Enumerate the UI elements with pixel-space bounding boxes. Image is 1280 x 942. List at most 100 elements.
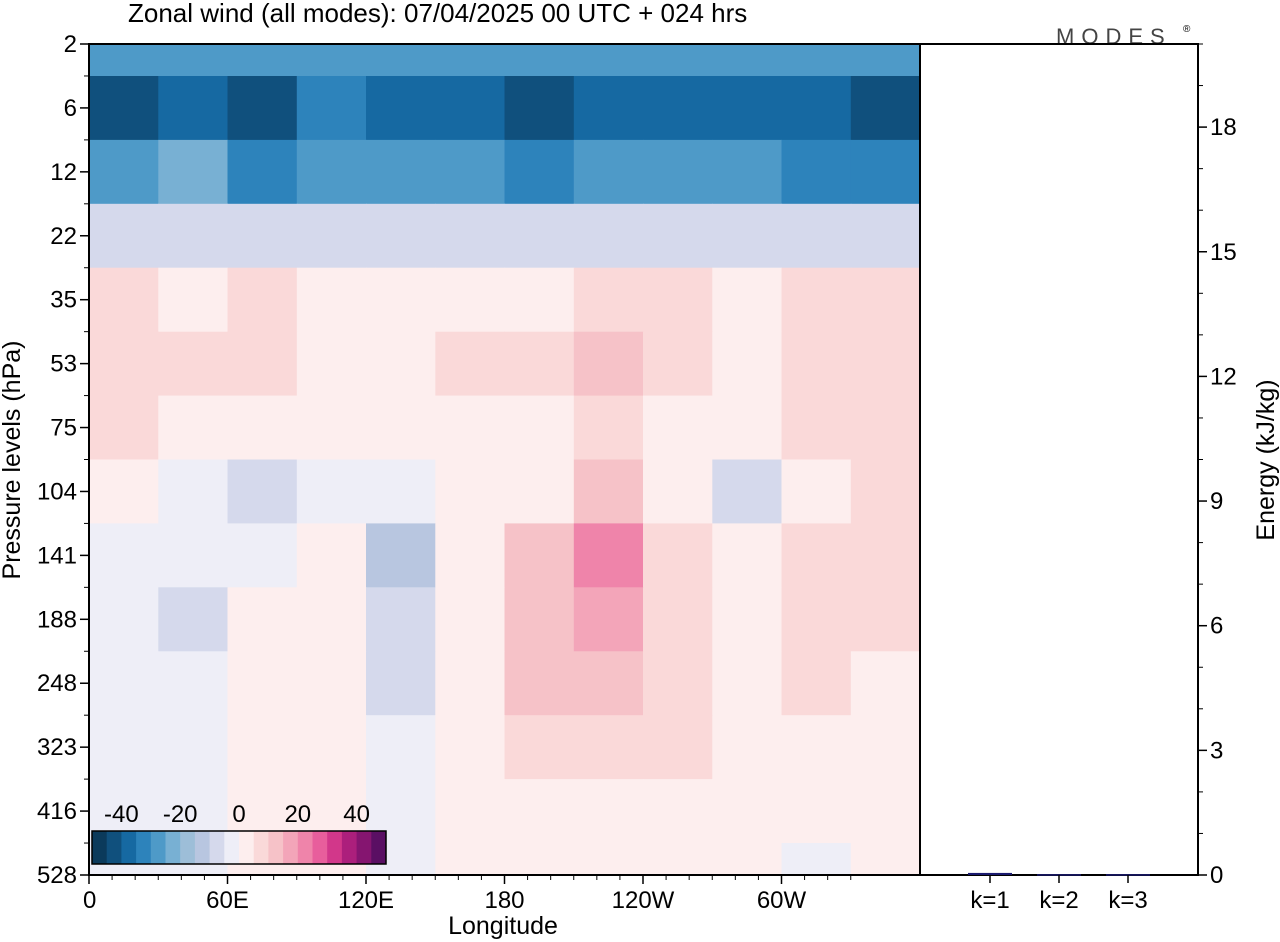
heatmap-cell: [296, 139, 367, 205]
heatmap-cell: [573, 203, 644, 269]
heatmap-cell: [643, 779, 713, 844]
heatmap-cell: [504, 203, 575, 269]
y-tick-label: 141: [37, 542, 77, 569]
heatmap-cell: [296, 715, 367, 780]
heatmap-cell: [712, 44, 783, 77]
heatmap-cell: [89, 715, 159, 780]
heatmap-cell: [850, 44, 921, 77]
heatmap-cell: [712, 203, 783, 269]
energy-tick-label: 9: [1210, 488, 1223, 515]
heatmap-cell: [435, 459, 506, 524]
heatmap-cell: [643, 44, 713, 77]
heatmap-cell: [781, 587, 852, 652]
heatmap-cell: [89, 651, 159, 716]
energy-bar: [1106, 874, 1150, 876]
y-tick-label: 53: [50, 351, 77, 378]
heatmap-cell: [504, 44, 575, 77]
heatmap-cell: [158, 203, 229, 269]
heatmap-cell: [781, 715, 852, 780]
colorbar-swatch: [356, 831, 372, 864]
heatmap-cell: [227, 139, 298, 205]
heatmap-cell: [643, 715, 713, 780]
colorbar-swatch: [180, 831, 196, 864]
heatmap-cell: [643, 395, 713, 461]
heatmap-cell: [712, 459, 783, 524]
heatmap-cell: [158, 715, 229, 780]
heatmap-cell: [435, 843, 506, 876]
colorbar-swatch: [327, 831, 343, 864]
heatmap-cell: [435, 779, 506, 844]
x-tick-label: 120W: [612, 887, 675, 914]
heatmap-cell: [435, 395, 506, 461]
heatmap-cell: [158, 331, 229, 397]
heatmap-cell: [366, 395, 436, 461]
heatmap-cell: [296, 203, 367, 269]
heatmap-cell: [643, 331, 713, 397]
colorbar-swatch: [312, 831, 328, 864]
heatmap-cell: [89, 459, 159, 524]
x-tick-label: 180: [484, 887, 524, 914]
heatmap-cell: [643, 651, 713, 716]
heatmap-cell: [435, 587, 506, 652]
heatmap-cell: [712, 267, 783, 333]
energy-bar-plot: 0 3 6 9 12 15 18 k=1 k=2 k=3: [919, 43, 1237, 914]
energy-tick-label: 3: [1210, 737, 1223, 764]
colorbar-swatch: [224, 831, 240, 864]
heatmap-cell: [781, 459, 852, 524]
heatmap-cell: [366, 715, 436, 780]
heatmap-cell: [366, 651, 436, 716]
heatmap-cell: [435, 715, 506, 780]
heatmap-cell: [712, 587, 783, 652]
colorbar-swatch: [121, 831, 137, 864]
heatmap-cell: [573, 331, 644, 397]
colorbar-tick-label: 40: [343, 801, 370, 828]
heatmap-cell: [781, 44, 852, 77]
colorbar-swatch: [341, 831, 357, 864]
heatmap-cell: [227, 395, 298, 461]
y-tick-label: 248: [37, 670, 77, 697]
heatmap-cell: [781, 331, 852, 397]
colorbar-tick-label: -40: [104, 801, 139, 828]
colorbar: -40 -20 0 20 40: [91, 801, 387, 865]
heatmap-cell: [643, 203, 713, 269]
heatmap-cell: [227, 331, 298, 397]
x-tick-label: 60W: [757, 887, 807, 914]
heatmap-cell: [227, 587, 298, 652]
colorbar-swatch: [165, 831, 181, 864]
heatmap-cell: [781, 267, 852, 333]
heatmap-cell: [504, 779, 575, 844]
heatmap-cell: [643, 459, 713, 524]
heatmap-cell: [296, 76, 367, 141]
heatmap-cell: [573, 76, 644, 141]
energy-tick-label: 12: [1210, 363, 1237, 390]
heatmap-cell: [573, 44, 644, 77]
heatmap-cell: [227, 44, 298, 77]
colorbar-swatch: [209, 831, 225, 864]
heatmap-cell: [573, 139, 644, 205]
heatmap-cell: [435, 76, 506, 141]
heatmap-cell: [781, 76, 852, 141]
heatmap-cell: [158, 395, 229, 461]
heatmap-cell: [712, 651, 783, 716]
y-axis-label: Pressure levels (hPa): [0, 341, 26, 580]
heatmap-cell: [366, 139, 436, 205]
heatmap-cell: [435, 267, 506, 333]
heatmap-cell: [712, 523, 783, 588]
heatmap-cell: [89, 76, 159, 141]
colorbar-tick-label: -20: [163, 801, 198, 828]
heatmap-cell: [643, 76, 713, 141]
heatmap-cell: [158, 44, 229, 77]
heatmap-cell: [643, 843, 713, 876]
heatmap-cell: [573, 267, 644, 333]
y-tick-label: 75: [50, 415, 77, 442]
heatmap-cell: [850, 843, 921, 876]
heatmap-cell: [504, 76, 575, 141]
energy-category-label: k=2: [1039, 887, 1078, 914]
heatmap-cell: [781, 139, 852, 205]
heatmap-cell: [296, 651, 367, 716]
y-tick-label: 528: [37, 862, 77, 889]
colorbar-swatch: [283, 831, 299, 864]
heatmap-cell: [850, 203, 921, 269]
heatmap-cell: [158, 459, 229, 524]
heatmap-cell: [504, 267, 575, 333]
